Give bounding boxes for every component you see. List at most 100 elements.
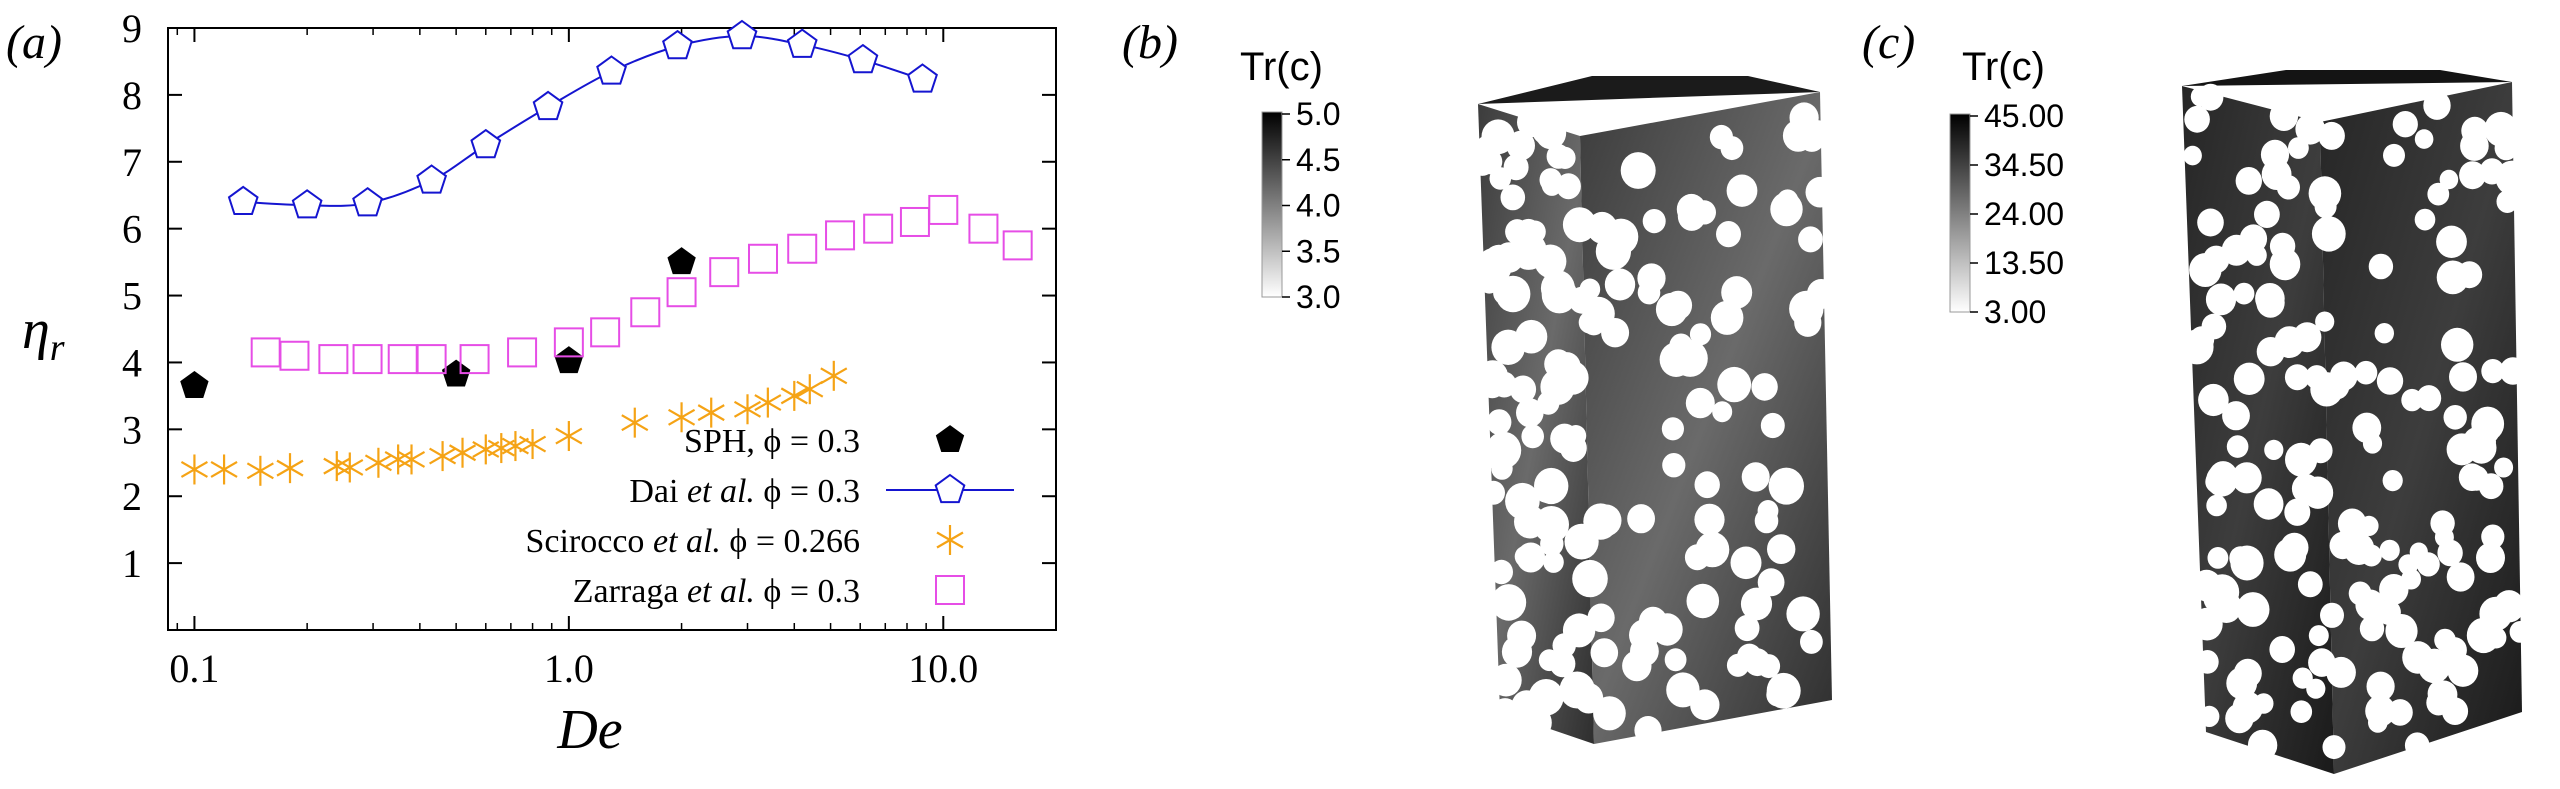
particle (1620, 152, 1656, 189)
particle (1716, 221, 1741, 248)
y-axis-title-sub: r (50, 327, 65, 369)
legend-marker-dai (934, 473, 966, 504)
data-point-scirocco (397, 444, 426, 475)
colorbar-c-tick-label: 34.50 (1984, 147, 2064, 183)
data-point-zarraga (250, 337, 281, 368)
particle (2427, 182, 2450, 206)
data-point-dai (907, 63, 938, 93)
particle (1768, 467, 1805, 505)
data-point-zarraga (863, 213, 894, 244)
data-point-dai (532, 90, 564, 121)
particle (2443, 405, 2467, 430)
particle (2284, 364, 2310, 391)
particle (2269, 101, 2299, 131)
particle (2359, 515, 2379, 537)
particle (2414, 208, 2436, 231)
legend-marker-zarraga (935, 575, 965, 605)
particle (1482, 480, 1505, 505)
particle (1516, 542, 1546, 573)
y-tick-label: 8 (122, 73, 142, 118)
data-point-scirocco (336, 452, 364, 483)
legend-label-prefix: Scirocco (525, 523, 652, 560)
panel-b: (b) Tr(c) 5.0 4.5 4.0 3.5 3.0 (1122, 16, 1836, 745)
particle (2368, 712, 2388, 733)
particle (2382, 470, 2403, 492)
particle (2360, 544, 2382, 567)
data-point-zarraga (1002, 230, 1033, 261)
data-point-zarraga (416, 344, 447, 375)
data-point-zarraga (968, 213, 999, 244)
data-point-scirocco (820, 360, 848, 391)
particle (2499, 357, 2527, 385)
colorbar-b-tick-label: 4.0 (1296, 188, 1340, 224)
panel-label-a: (a) (6, 16, 62, 69)
series-scirocco (180, 360, 848, 486)
panel-label-b: (b) (1122, 16, 1178, 69)
y-tick-label: 4 (122, 340, 142, 385)
data-point-dai (662, 29, 693, 60)
data-point-scirocco (697, 397, 725, 428)
particle (1627, 504, 1655, 534)
data-point-scirocco (448, 437, 477, 468)
particle (2494, 457, 2514, 478)
colorbar-b-tick-label: 3.5 (1296, 233, 1340, 269)
particle (2409, 542, 2428, 562)
data-point-zarraga (928, 194, 959, 225)
particle (2208, 461, 2238, 492)
legend-label-prefix: Dai (629, 473, 687, 510)
data-point-scirocco (733, 394, 762, 425)
data-point-dai (596, 55, 627, 85)
legend-label-italic: et al. (653, 523, 721, 560)
legend-label-suffix: ϕ = 0.266 (721, 523, 860, 560)
data-point-dai (227, 185, 259, 215)
particle (1634, 716, 1662, 745)
particle (2439, 169, 2459, 190)
particle (1507, 620, 1537, 651)
particle (1489, 559, 1513, 585)
particle (2322, 735, 2346, 760)
data-point-scirocco (780, 380, 808, 411)
particle (2323, 372, 2350, 400)
data-point-sph (180, 370, 209, 398)
particle (2280, 532, 2309, 563)
particle (1556, 360, 1589, 395)
particle (2494, 135, 2518, 161)
particle (1686, 583, 1720, 619)
particle (2196, 650, 2219, 674)
particle (1509, 375, 1537, 404)
colorbar-c-ticks: 45.00 34.50 24.00 13.50 3.00 (1970, 98, 2064, 330)
colorbar-c-tick-label: 3.00 (1984, 294, 2046, 330)
particle (2198, 383, 2229, 417)
particle (2226, 435, 2249, 458)
particle (1564, 523, 1599, 560)
particle (2233, 282, 2255, 305)
colorbar-b (1261, 111, 1283, 298)
y-axis-title: ηr (22, 299, 65, 369)
particle (2447, 654, 2479, 687)
data-point-dai (847, 43, 879, 74)
data-point-dai (726, 19, 758, 50)
particle (2253, 488, 2284, 520)
particle (2254, 200, 2280, 228)
particle (2366, 671, 2395, 702)
particle (1786, 596, 1820, 632)
particle (2414, 129, 2434, 149)
data-point-zarraga (279, 340, 310, 371)
particle (2205, 283, 2237, 316)
particle (1757, 568, 1785, 597)
particle (2376, 367, 2404, 395)
particle (1776, 189, 1799, 212)
data-point-zarraga (318, 344, 349, 375)
y-tick-label: 6 (122, 207, 142, 252)
particle (1710, 300, 1744, 335)
particle (2368, 253, 2394, 280)
x-tick-label: 0.1 (169, 646, 219, 691)
colorbar-c-tick-label: 45.00 (1984, 98, 2064, 134)
data-point-scirocco (621, 407, 649, 438)
x-axis-ticks: 0.1 1.0 10.0 (169, 28, 978, 691)
particle (2246, 244, 2267, 266)
particle (2379, 539, 2400, 561)
render-box-c (2180, 70, 2531, 774)
data-point-scirocco (555, 421, 583, 452)
